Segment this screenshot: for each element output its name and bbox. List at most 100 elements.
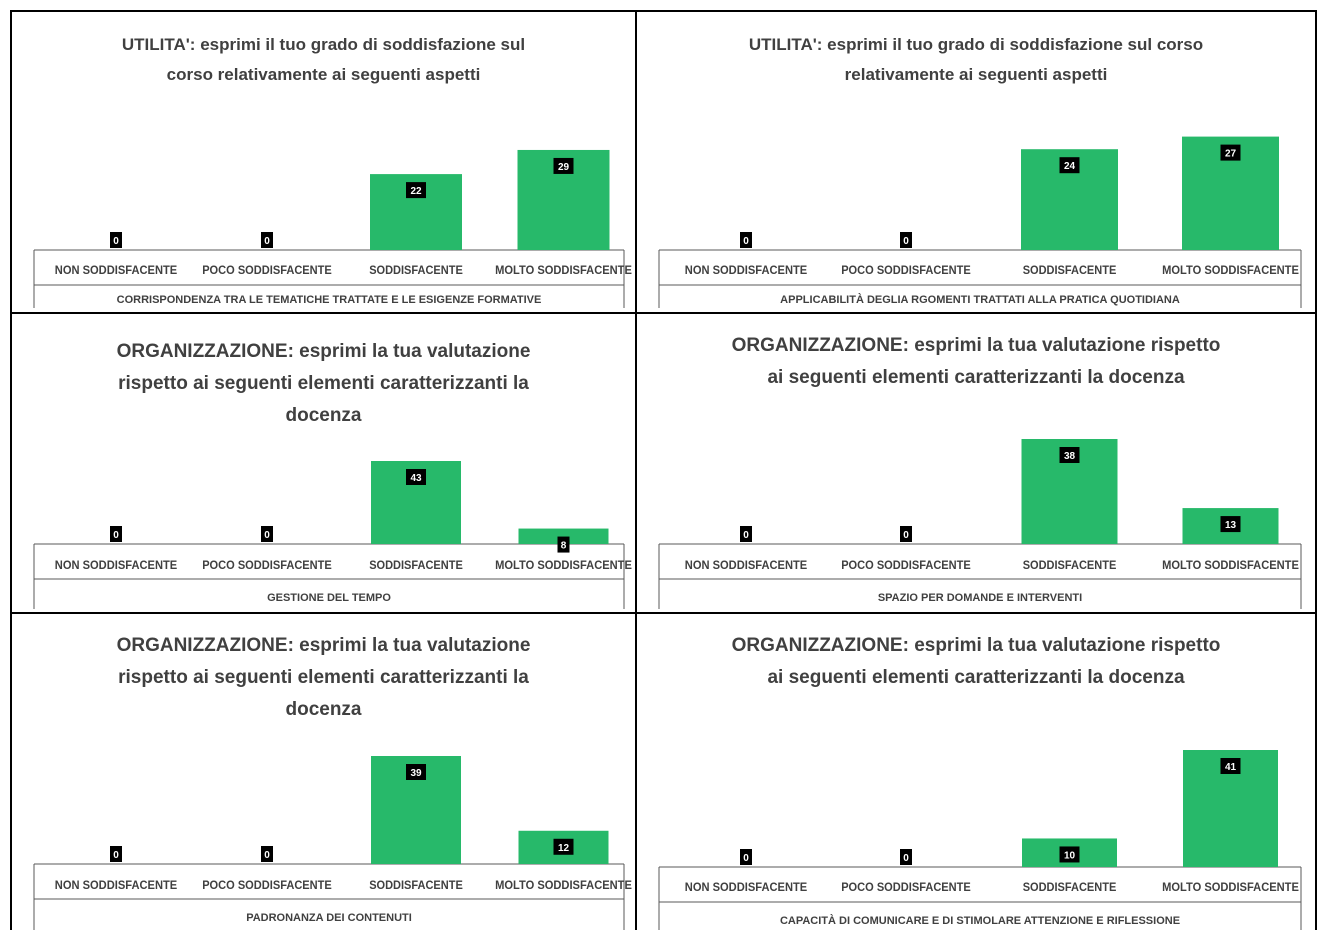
bar-chart: 0 NON SODDISFACENTE 0 POCO SODDISFACENTE 10 S… (658, 750, 1302, 930)
data-label-background (406, 469, 426, 485)
data-label: 0 (743, 236, 749, 247)
category-label: POCO SODDISFACENTE (202, 558, 332, 572)
chart-title: UTILITA': esprimi il tuo grado di soddis… (748, 35, 1204, 84)
data-label: 8 (561, 541, 567, 552)
x-axis-title: CORRISPONDENZA TRA LE TEMATICHE TRATTATE… (117, 294, 542, 306)
x-axis-title: GESTIONE DEL TEMPO (267, 592, 391, 604)
category-label: NON SODDISFACENTE (55, 878, 177, 892)
category-label: NON SODDISFACENTE (55, 558, 177, 572)
x-axis-title: APPLICABILITÀ DEGLIA RGOMENTI TRATTATI A… (780, 293, 1180, 306)
data-label-background (406, 182, 426, 199)
category-label: MOLTO SODDISFACENTE (1162, 558, 1299, 572)
data-label-background (740, 849, 752, 865)
chart-panel-6: 0 NON SODDISFACENTE 0 POCO SODDISFACENTE 10 S… (637, 614, 1315, 930)
category-label: SODDISFACENTE (1023, 558, 1117, 572)
data-label-background (1220, 758, 1241, 774)
data-label: 0 (113, 236, 119, 247)
chart-title: ORGANIZZAZIONE: esprimi la tua valutazio… (116, 635, 531, 720)
data-label-background (1220, 144, 1241, 161)
category-label: SODDISFACENTE (369, 263, 463, 277)
chart-title: ORGANIZZAZIONE: esprimi la tua valutazio… (731, 635, 1221, 688)
grid-divider-row2 (10, 612, 1317, 614)
bar-chart: 0 NON SODDISFACENTE 0 POCO SODDISFACENTE 43 S… (33, 461, 632, 609)
data-label-background (110, 232, 122, 248)
data-label: 38 (1064, 451, 1076, 462)
data-label-background (261, 232, 273, 248)
category-label: MOLTO SODDISFACENTE (1162, 880, 1299, 894)
category-label: MOLTO SODDISFACENTE (495, 263, 632, 277)
grid-border-top (10, 10, 1317, 12)
category-label: SODDISFACENTE (369, 878, 463, 892)
category-label: MOLTO SODDISFACENTE (495, 558, 632, 572)
chart-panel-5: 0 NON SODDISFACENTE 0 POCO SODDISFACENTE 39 S… (12, 614, 635, 930)
data-label-background (110, 526, 122, 542)
data-label: 41 (1225, 762, 1237, 773)
bar-chart: 0 NON SODDISFACENTE 0 POCO SODDISFACENTE 39 S… (33, 756, 632, 930)
chart-panel-2: 0 NON SODDISFACENTE 0 POCO SODDISFACENTE 24 S… (637, 12, 1315, 312)
data-label: 0 (903, 853, 909, 864)
data-label-background (1220, 516, 1241, 533)
data-label: 0 (113, 850, 119, 861)
category-label: POCO SODDISFACENTE (202, 878, 332, 892)
data-label: 0 (264, 530, 270, 541)
data-label-background (110, 846, 122, 862)
data-label: 39 (410, 768, 422, 779)
data-label: 24 (1064, 161, 1076, 172)
data-label-background (900, 849, 912, 865)
category-label: MOLTO SODDISFACENTE (495, 878, 632, 892)
chart-title: ORGANIZZAZIONE: esprimi la tua valutazio… (731, 335, 1221, 388)
x-axis-title: PADRONANZA DEI CONTENUTI (246, 912, 412, 924)
category-label: SODDISFACENTE (1023, 263, 1117, 277)
data-label: 13 (1225, 520, 1237, 531)
data-label: 29 (558, 162, 570, 173)
chart-title: UTILITA': esprimi il tuo grado di soddis… (121, 35, 526, 84)
data-label-background (406, 764, 426, 780)
data-label-background (900, 526, 912, 542)
data-label: 0 (743, 530, 749, 541)
category-label: NON SODDISFACENTE (685, 263, 807, 277)
data-label-background (261, 526, 273, 542)
data-label: 27 (1225, 149, 1237, 160)
category-label: SODDISFACENTE (1023, 880, 1117, 894)
grid-border-left (10, 10, 12, 930)
data-label: 0 (113, 530, 119, 541)
data-label: 0 (903, 530, 909, 541)
data-label: 12 (558, 843, 570, 854)
data-label-background (740, 526, 752, 542)
data-label-background (1059, 447, 1080, 463)
category-label: NON SODDISFACENTE (55, 263, 177, 277)
chart-panel-3: 0 NON SODDISFACENTE 0 POCO SODDISFACENTE 43 S… (12, 314, 635, 612)
x-axis-title: SPAZIO PER DOMANDE E INTERVENTI (878, 592, 1082, 604)
bar-chart: 0 NON SODDISFACENTE 0 POCO SODDISFACENTE 38 S… (658, 439, 1302, 609)
category-label: POCO SODDISFACENTE (202, 263, 332, 277)
data-label: 0 (903, 236, 909, 247)
data-label-background (261, 846, 273, 862)
grid-divider-vertical (635, 10, 637, 930)
data-label-background (1059, 846, 1080, 863)
grid-divider-row1 (10, 312, 1317, 314)
category-label: POCO SODDISFACENTE (841, 263, 971, 277)
chart-title: ORGANIZZAZIONE: esprimi la tua valutazio… (116, 341, 531, 426)
bar (518, 528, 609, 544)
chart-panel-4: 0 NON SODDISFACENTE 0 POCO SODDISFACENTE 38 S… (637, 314, 1315, 612)
data-label-background (900, 232, 912, 248)
data-label: 43 (410, 473, 422, 484)
data-label: 10 (1064, 850, 1076, 861)
data-label-background (557, 536, 570, 553)
category-label: SODDISFACENTE (369, 558, 463, 572)
data-label-background (1059, 157, 1080, 174)
category-label: NON SODDISFACENTE (685, 558, 807, 572)
data-label: 0 (743, 853, 749, 864)
category-label: POCO SODDISFACENTE (841, 558, 971, 572)
data-label: 0 (264, 236, 270, 247)
data-label-background (740, 232, 752, 248)
chart-panel-1: 0 NON SODDISFACENTE 0 POCO SODDISFACENTE 22 S… (12, 12, 635, 312)
bar-chart: 0 NON SODDISFACENTE 0 POCO SODDISFACENTE 22 S… (33, 149, 632, 308)
data-label: 0 (264, 850, 270, 861)
data-label-background (553, 838, 574, 855)
grid-border-right (1315, 10, 1317, 930)
category-label: POCO SODDISFACENTE (841, 880, 971, 894)
category-label: MOLTO SODDISFACENTE (1162, 263, 1299, 277)
x-axis-title: CAPACITÀ DI COMUNICARE E DI STIMOLARE AT… (780, 914, 1180, 927)
